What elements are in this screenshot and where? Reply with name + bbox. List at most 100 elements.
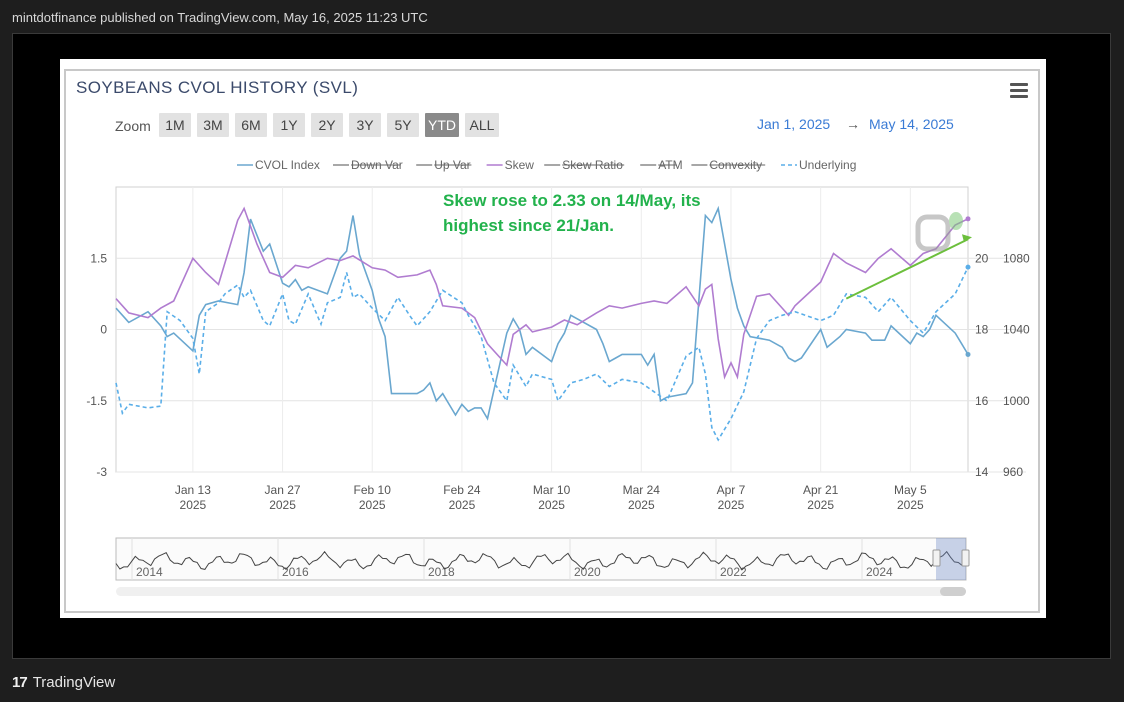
legend-label: CVOL Index <box>255 158 320 172</box>
x-tick-year: 2025 <box>538 498 565 512</box>
zoom-button-6m[interactable]: 6M <box>235 113 267 137</box>
y-right-cvol-tick-label: 14 <box>975 465 989 479</box>
x-tick-label: Apr 7 <box>717 483 746 497</box>
trend-line <box>845 238 969 300</box>
series-line-skew[interactable] <box>115 206 969 380</box>
annotation-line-2: highest since 21/Jan. <box>443 216 614 235</box>
navigator-year-label: 2016 <box>282 565 309 579</box>
x-tick-year: 2025 <box>269 498 296 512</box>
y-right-underlying-tick-label: 1000 <box>1003 394 1030 408</box>
legend-label: Underlying <box>799 158 856 172</box>
navigator-series <box>115 550 967 571</box>
y-left-tick-label: 1.5 <box>90 251 107 265</box>
series-line-underlying[interactable] <box>115 266 969 442</box>
series-layer <box>115 205 972 442</box>
navigator-year-label: 2020 <box>574 565 601 579</box>
x-tick-year: 2025 <box>628 498 655 512</box>
zoom-button-label: 3M <box>203 117 222 133</box>
y-right-underlying-tick-label: 1040 <box>1003 323 1030 337</box>
legend-item-down-var[interactable]: Down Var <box>333 158 403 172</box>
watermark-logo <box>915 212 963 252</box>
legend-item-cvol-index[interactable]: CVOL Index <box>237 158 320 172</box>
x-tick-year: 2025 <box>718 498 745 512</box>
y-left-tick-label: -3 <box>96 465 107 479</box>
date-to[interactable]: May 14, 2025 <box>869 116 954 132</box>
tradingview-brand: TradingView <box>32 673 116 691</box>
zoom-button-1y[interactable]: 1Y <box>273 113 305 137</box>
legend-item-convexity[interactable]: Convexity <box>691 158 766 172</box>
x-tick-year: 2025 <box>359 498 386 512</box>
x-tick-label: Apr 21 <box>803 483 839 497</box>
x-tick-label: Feb 10 <box>354 483 392 497</box>
chart-legend: CVOL Index Down Var Up Var Skew Skew Ratio AT… <box>237 158 856 172</box>
series-end-marker <box>965 216 971 222</box>
published-header: mintdotfinance published on TradingView.… <box>12 10 428 25</box>
navigator-left-handle[interactable] <box>932 549 941 567</box>
navigator-year-label: 2024 <box>866 565 893 579</box>
navigator-year-label: 2014 <box>136 565 163 579</box>
zoom-button-label: 3Y <box>356 117 374 133</box>
x-tick-label: Mar 10 <box>533 483 571 497</box>
navigator-panel[interactable]: 2014 2016 2018 2020 2022 2024 <box>115 537 970 596</box>
y-left-tick-label: 0 <box>100 323 107 337</box>
x-tick-year: 2025 <box>897 498 924 512</box>
zoom-button-3y[interactable]: 3Y <box>349 113 381 137</box>
navigator-year-label: 2022 <box>720 565 747 579</box>
chart-title: SOYBEANS CVOL HISTORY (SVL) <box>76 78 358 97</box>
y-right-cvol-tick-label: 18 <box>975 323 989 337</box>
zoom-button-all[interactable]: ALL <box>465 113 499 137</box>
x-tick-label: Jan 13 <box>175 483 211 497</box>
x-tick-year: 2025 <box>807 498 834 512</box>
y-left-tick-label: -1.5 <box>86 394 107 408</box>
y-right-underlying-tick-label: 1080 <box>1003 251 1030 265</box>
y-right-cvol-tick-label: 16 <box>975 394 989 408</box>
x-tick-label: May 5 <box>894 483 927 497</box>
zoom-button-1m[interactable]: 1M <box>159 113 191 137</box>
navigator-year-label: 2018 <box>428 565 455 579</box>
legend-item-skew-ratio[interactable]: Skew Ratio <box>544 158 625 172</box>
zoom-button-5y[interactable]: 5Y <box>387 113 419 137</box>
zoom-label: Zoom <box>115 118 151 134</box>
navigator-selected-range[interactable] <box>936 538 966 580</box>
legend-item-underlying[interactable]: Underlying <box>781 158 856 172</box>
navigator-scrollbar-thumb[interactable] <box>940 587 966 596</box>
legend-label: Skew <box>505 158 535 172</box>
zoom-button-group: 1M 3M 6M 1Y 2Y 3Y 5Y YTD ALL <box>159 113 499 137</box>
trend-arrow-head <box>962 234 972 243</box>
zoom-button-label: ALL <box>470 117 495 133</box>
x-tick-year: 2025 <box>180 498 207 512</box>
x-tick-label: Mar 24 <box>623 483 661 497</box>
zoom-button-ytd[interactable]: YTD <box>425 113 459 137</box>
legend-item-up-var[interactable]: Up Var <box>416 158 472 172</box>
navigator-right-handle[interactable] <box>961 549 970 567</box>
date-arrow: → <box>846 116 860 132</box>
zoom-button-label: YTD <box>428 117 456 133</box>
zoom-button-label: 6M <box>241 117 260 133</box>
navigator-scrollbar-track[interactable] <box>116 587 966 596</box>
zoom-button-label: 5Y <box>394 117 412 133</box>
y-right-cvol-tick-label: 20 <box>975 251 989 265</box>
series-end-marker <box>965 264 971 270</box>
chart-card: SOYBEANS CVOL HISTORY (SVL) Zoom 1M 3M 6M 1… <box>60 59 1046 618</box>
legend-item-atm[interactable]: ATM <box>640 158 683 172</box>
zoom-button-label: 2Y <box>318 117 336 133</box>
series-end-marker <box>965 351 971 357</box>
x-tick-label: Jan 27 <box>265 483 301 497</box>
plot-grid <box>115 186 1026 473</box>
hamburger-menu-icon[interactable] <box>1010 83 1028 98</box>
zoom-button-2y[interactable]: 2Y <box>311 113 343 137</box>
zoom-button-3m[interactable]: 3M <box>197 113 229 137</box>
x-tick-year: 2025 <box>449 498 476 512</box>
tradingview-logo-icon: 17 <box>12 673 28 691</box>
y-right-underlying-tick-label: 960 <box>1003 465 1023 479</box>
annotation-line-1: Skew rose to 2.33 on 14/May, its <box>443 191 701 210</box>
zoom-button-label: 1Y <box>280 117 298 133</box>
x-tick-label: Feb 24 <box>443 483 481 497</box>
tradingview-footer: 17 TradingView <box>12 672 115 692</box>
zoom-button-label: 1M <box>165 117 184 133</box>
legend-item-skew[interactable]: Skew <box>486 158 535 172</box>
date-from[interactable]: Jan 1, 2025 <box>757 116 830 132</box>
chart-svg: SOYBEANS CVOL HISTORY (SVL) Zoom 1M 3M 6M 1… <box>76 78 1030 596</box>
series-line-cvol-index[interactable] <box>115 205 969 421</box>
